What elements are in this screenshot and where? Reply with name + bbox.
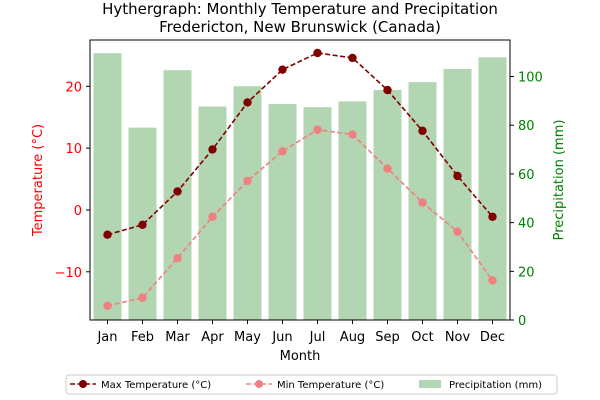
min-temperature-point-nov bbox=[453, 227, 462, 236]
x-tick-label: Oct bbox=[411, 330, 433, 345]
x-tick-label: May bbox=[234, 330, 261, 345]
x-tick-label: Sep bbox=[375, 330, 400, 345]
precipitation-bar-nov bbox=[443, 68, 472, 321]
max-temperature-point-sep bbox=[383, 85, 392, 95]
y-left-tick-label: 20 bbox=[65, 80, 82, 95]
min-temperature-point-apr bbox=[208, 212, 217, 221]
min-temperature-line bbox=[107, 128, 494, 307]
x-tick-label: Feb bbox=[131, 330, 154, 345]
min-temperature-point-jun bbox=[278, 147, 287, 156]
legend-max-temperature-label: Max Temperature (°C) bbox=[101, 380, 211, 391]
legend-max-temperature-marker bbox=[79, 380, 87, 388]
x-tick-label: Nov bbox=[445, 330, 471, 345]
precipitation-bar-jul bbox=[303, 107, 332, 320]
y-right-tick-label: 40 bbox=[518, 217, 535, 232]
x-tick-label: Jul bbox=[309, 330, 326, 345]
min-temperature-point-oct bbox=[418, 198, 427, 207]
x-axis-label: Month bbox=[280, 349, 321, 364]
min-temperature-point-jul bbox=[313, 125, 322, 134]
x-tick-label: Jun bbox=[271, 330, 292, 345]
y-left-tick-label: 10 bbox=[65, 142, 82, 157]
legend-frame bbox=[65, 374, 558, 395]
min-temperature-point-jan bbox=[103, 301, 112, 310]
max-temperature-point-dec bbox=[488, 212, 497, 221]
y-right-tick-label: 100 bbox=[518, 71, 543, 86]
y-right-tick-label: 20 bbox=[518, 265, 535, 280]
max-temperature-point-may bbox=[243, 98, 252, 107]
legend-min-temperature-label: Min Temperature (°C) bbox=[277, 380, 384, 391]
max-temperature-point-nov bbox=[453, 171, 462, 181]
x-tick-label: Jan bbox=[96, 330, 117, 345]
max-temperature-line bbox=[107, 52, 494, 236]
x-axis: Jan Feb Mar Apr May Jun Jul Aug Sep Oct Nov Dec bbox=[96, 320, 505, 345]
max-temperature-point-apr bbox=[208, 145, 217, 154]
max-temperature-point-oct bbox=[418, 126, 427, 136]
x-tick-label: Dec bbox=[480, 330, 505, 345]
min-temperature-point-mar bbox=[173, 253, 182, 263]
legend-min-temperature-marker bbox=[255, 380, 263, 388]
y-left-tick-label: −10 bbox=[55, 266, 82, 281]
max-temperature-point-jun bbox=[278, 65, 287, 74]
y-axis-left: −10 0 10 20 bbox=[55, 80, 90, 281]
min-temperature-point-sep bbox=[383, 164, 392, 173]
precipitation-bars bbox=[93, 53, 507, 321]
max-temperature-point-jul bbox=[313, 48, 322, 58]
y-axis-left-label: Temperature (°C) bbox=[31, 124, 46, 237]
y-axis-right-label: Precipitation (mm) bbox=[552, 120, 567, 241]
chart-title-line-2: Fredericton, New Brunswick (Canada) bbox=[159, 18, 441, 36]
y-axis-right: 0 20 40 60 80 100 bbox=[510, 71, 543, 329]
y-right-tick-label: 80 bbox=[518, 119, 535, 134]
precipitation-bar-jun bbox=[268, 104, 297, 320]
max-temperature-point-jan bbox=[103, 230, 112, 239]
legend-precipitation-label: Precipitation (mm) bbox=[449, 380, 542, 391]
min-temperature-point-dec bbox=[488, 276, 497, 285]
max-temperature-point-aug bbox=[348, 53, 357, 63]
min-temperature-point-feb bbox=[138, 293, 147, 302]
min-temperature-point-aug bbox=[348, 130, 357, 139]
legend-precipitation-swatch bbox=[419, 380, 441, 388]
y-right-tick-label: 60 bbox=[518, 168, 535, 183]
chart-title-line-1: Hythergraph: Monthly Temperature and Pre… bbox=[102, 0, 498, 18]
x-tick-label: Aug bbox=[340, 330, 365, 345]
x-tick-label: Apr bbox=[201, 330, 224, 345]
temperature-lines bbox=[103, 48, 497, 310]
y-right-tick-label: 0 bbox=[518, 314, 526, 329]
plot-frame bbox=[89, 39, 511, 321]
precipitation-bar-jan bbox=[93, 53, 122, 320]
precipitation-bar-may bbox=[233, 86, 262, 321]
precipitation-bar-dec bbox=[478, 57, 507, 320]
min-temperature-point-may bbox=[243, 176, 252, 186]
x-tick-label: Mar bbox=[165, 330, 190, 345]
y-left-tick-label: 0 bbox=[74, 204, 82, 219]
max-temperature-point-mar bbox=[173, 187, 182, 196]
precipitation-bar-sep bbox=[373, 89, 402, 320]
max-temperature-point-feb bbox=[138, 220, 147, 230]
chart-legend: Max Temperature (°C) Min Temperature (°C)… bbox=[65, 374, 558, 395]
